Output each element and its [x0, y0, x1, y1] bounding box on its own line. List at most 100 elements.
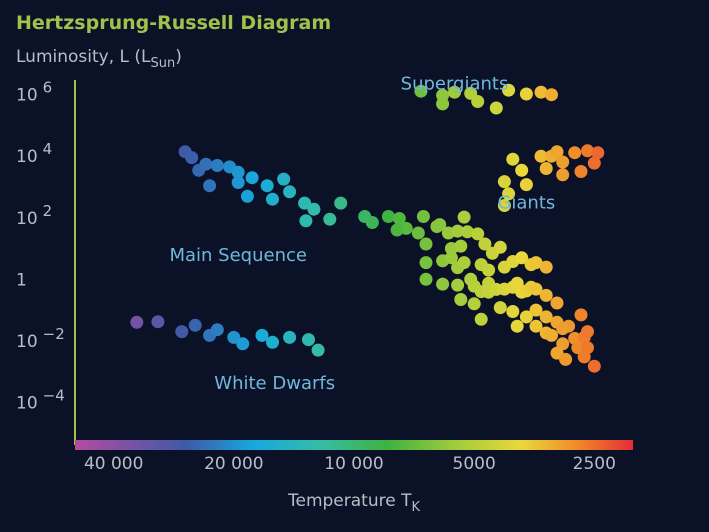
star-point-101: [448, 85, 461, 99]
star-point-96: [577, 350, 591, 364]
star-point-120: [591, 146, 605, 160]
star-point-82: [474, 312, 488, 326]
star-point-92: [571, 341, 585, 355]
star-point-4: [210, 159, 224, 172]
star-point-106: [519, 87, 533, 101]
star-point-15: [298, 196, 312, 210]
x-axis-label: Temperature TK: [287, 491, 420, 515]
star-point-84: [529, 319, 543, 333]
y-tick-label-0: 10 6: [16, 79, 52, 106]
star-point-13: [277, 172, 291, 186]
star-point-118: [581, 144, 594, 158]
chart-title: Hertzsprung-Russell Diagram: [16, 12, 331, 34]
x-tick-label-2: 10 000: [324, 454, 383, 474]
x-tick-labels: 40 000 20 000 10 000 5000 2500: [84, 454, 616, 474]
star-point-128: [175, 325, 189, 339]
y-tick-exponent: −4: [43, 386, 65, 404]
star-point-113: [550, 145, 564, 159]
star-point-50: [515, 251, 529, 265]
star-point-18: [299, 214, 313, 228]
star-point-25: [416, 210, 430, 223]
star-point-107: [534, 85, 548, 99]
star-point-54: [419, 272, 433, 286]
y-tick-exponent: 6: [43, 79, 53, 97]
star-point-27: [457, 210, 471, 224]
temperature-color-bar: [75, 440, 633, 450]
star-point-70: [539, 288, 553, 302]
star-point-10: [240, 189, 254, 203]
y-tick-base: 10: [16, 147, 38, 167]
star-point-123: [515, 163, 529, 177]
star-point-98: [414, 84, 428, 98]
x-tick-label-3: 5000: [453, 454, 496, 474]
star-point-78: [539, 310, 553, 324]
star-point-81: [574, 308, 588, 322]
star-point-73: [467, 297, 481, 311]
star-point-135: [266, 335, 279, 349]
y-tick-exponent: 2: [43, 202, 53, 220]
region-label-2: Main Sequence: [169, 245, 306, 266]
star-point-76: [519, 310, 533, 324]
star-point-97: [587, 359, 601, 373]
y-tick-base: 10: [16, 209, 38, 229]
star-points: [130, 83, 605, 373]
star-point-45: [457, 256, 471, 270]
star-point-103: [471, 95, 485, 108]
star-point-122: [519, 178, 533, 192]
star-point-133: [236, 337, 250, 351]
star-point-21: [365, 216, 379, 229]
star-point-47: [482, 263, 496, 277]
y-axis-label-main: Luminosity, L (L: [16, 47, 151, 67]
y-axis-label: Luminosity, L (LSun): [16, 47, 182, 71]
star-point-7: [203, 179, 217, 193]
star-point-28: [390, 223, 404, 237]
star-point-12: [266, 192, 279, 206]
star-point-116: [556, 168, 570, 182]
y-tick-exponent: −2: [43, 325, 65, 343]
y-tick-base: 1: [16, 270, 27, 290]
y-tick-base: 10: [16, 393, 38, 413]
star-point-115: [556, 155, 570, 169]
star-point-74: [493, 301, 507, 315]
star-point-6: [231, 165, 245, 179]
star-point-53: [539, 260, 553, 274]
y-tick-label-3: 1: [16, 270, 27, 290]
star-point-138: [311, 343, 325, 357]
star-point-91: [556, 337, 570, 351]
star-point-22: [381, 210, 395, 223]
star-point-134: [255, 328, 269, 342]
star-point-111: [534, 149, 548, 163]
star-point-100: [436, 97, 450, 111]
y-tick-label-2: 10 2: [16, 202, 52, 229]
y-tick-label-1: 10 4: [16, 140, 52, 167]
x-axis-label-sub: K: [411, 500, 420, 515]
star-point-105: [502, 83, 516, 97]
star-point-136: [283, 330, 297, 344]
star-point-30: [430, 220, 444, 233]
star-point-9: [245, 171, 259, 185]
star-point-110: [497, 175, 511, 189]
star-point-71: [550, 296, 564, 310]
y-axis-label-tail: ): [175, 47, 182, 67]
y-tick-labels: 10 6 10 4 10 2 1 10 −2 10 −4: [16, 79, 65, 414]
star-point-1: [185, 151, 199, 165]
star-point-19: [334, 196, 348, 210]
region-labels: Supergiants Giants Main Sequence White Dwar…: [169, 73, 555, 394]
x-tick-label-1: 20 000: [204, 454, 263, 474]
star-point-3: [199, 157, 213, 171]
star-point-121: [574, 165, 588, 178]
star-point-33: [460, 225, 474, 239]
y-tick-exponent: 4: [43, 140, 53, 158]
star-point-14: [283, 185, 297, 199]
star-point-56: [451, 278, 465, 292]
star-point-52: [529, 256, 543, 270]
star-point-104: [489, 101, 503, 115]
y-tick-label-4: 10 −2: [16, 325, 65, 352]
y-axis-label-sub: Sun: [151, 56, 176, 71]
star-point-11: [260, 179, 274, 193]
star-point-108: [545, 88, 558, 102]
star-point-126: [130, 315, 144, 329]
star-point-125: [502, 187, 516, 201]
